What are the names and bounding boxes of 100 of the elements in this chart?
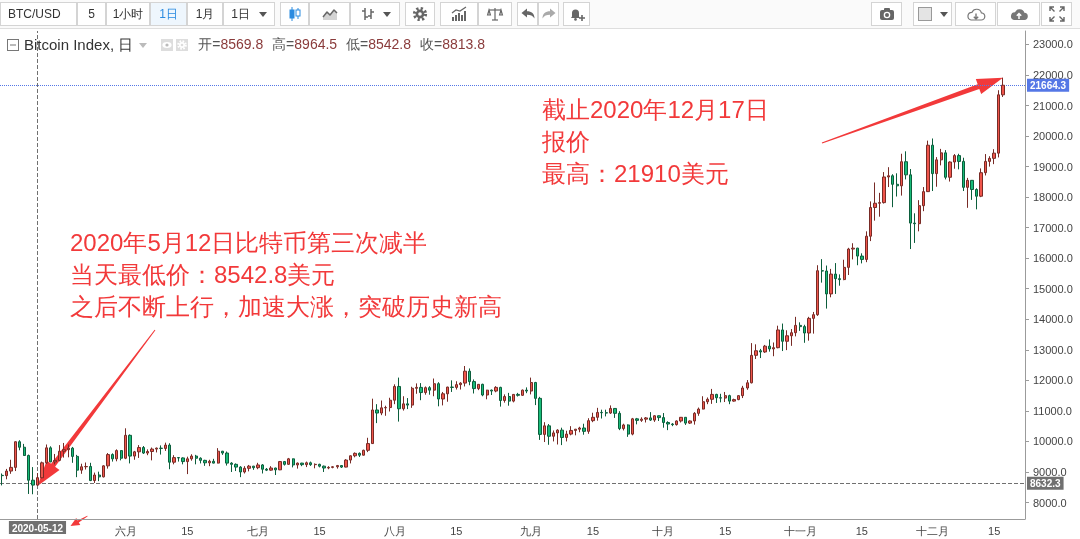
candlestick — [543, 421, 546, 443]
candlestick — [375, 403, 379, 424]
x-tick-label: 八月 — [383, 524, 406, 537]
x-tick-label: 15 — [855, 524, 869, 537]
candlestick — [433, 378, 436, 397]
candlestick — [834, 262, 837, 295]
annotation: 最高：21910美元 — [542, 159, 729, 189]
chart-subtitle: 开=8569.8 高=8964.5 低=8542.8 收=8813.8 — [198, 36, 485, 52]
candlestick — [732, 398, 736, 403]
candlestick — [499, 386, 502, 408]
candlestick — [944, 149, 947, 180]
candlestick — [494, 385, 498, 393]
candlestick — [18, 439, 21, 451]
candlestick — [627, 423, 630, 438]
candlestick — [203, 459, 207, 467]
x-tick-label: 七月 — [246, 524, 269, 537]
y-tick-label: 15000.0 — [1033, 282, 1073, 295]
chart-title: Bitcoin Index, 日 — [24, 35, 134, 55]
candlestick — [283, 460, 286, 467]
candlestick — [609, 404, 612, 415]
candlestick — [503, 393, 506, 404]
x-tick-label: 15 — [450, 524, 463, 537]
y-tick-label: 12000.0 — [1033, 374, 1073, 387]
candlestick — [274, 467, 277, 476]
candlestick — [437, 381, 440, 407]
x-tick-label: 九月 — [520, 524, 543, 537]
candlestick — [411, 386, 414, 409]
candlestick — [455, 380, 458, 391]
candlestick — [300, 462, 304, 467]
candlestick — [322, 465, 326, 473]
x-tick-label: 15 — [988, 524, 1001, 537]
y-tick-label: 11000.0 — [1033, 404, 1072, 417]
candlestick — [631, 417, 634, 436]
candlestick — [935, 156, 938, 188]
candlestick — [84, 462, 88, 471]
ref-line-label: 8632.3 — [1030, 477, 1062, 489]
y-tick-label: 23000.0 — [1033, 38, 1073, 51]
candlestick — [512, 393, 515, 403]
candlestick — [481, 383, 484, 397]
candlestick — [340, 464, 343, 469]
x-tick-label: 15 — [719, 524, 732, 537]
candlestick — [186, 456, 189, 475]
candlestick — [521, 389, 524, 397]
y-tick-label: 22000.0 — [1033, 68, 1073, 81]
candlestick — [124, 427, 127, 460]
x-tick-label: 十月 — [652, 524, 675, 537]
candlestick — [120, 449, 123, 461]
candlestick — [287, 457, 290, 466]
candlestick — [525, 386, 528, 394]
candlestick — [93, 472, 96, 484]
candlestick — [724, 391, 727, 403]
candlestick — [763, 344, 767, 354]
candlestick — [653, 414, 656, 423]
candlestick — [150, 447, 154, 461]
candlestick — [137, 444, 141, 459]
x-tick-label: 15 — [586, 524, 600, 537]
candlestick — [803, 324, 806, 344]
candlestick — [172, 454, 176, 465]
candlestick — [556, 428, 559, 445]
candlestick — [635, 417, 639, 425]
candlestick — [759, 348, 762, 359]
candlestick — [600, 409, 603, 420]
candlestick — [159, 444, 163, 456]
candlestick — [217, 447, 220, 464]
candlestick — [62, 442, 66, 459]
x-tick-label: 十二月 — [915, 524, 949, 537]
candlestick — [305, 461, 308, 468]
candlestick — [486, 389, 489, 400]
candlestick — [76, 454, 79, 478]
candlestick — [900, 153, 903, 197]
candlestick — [419, 382, 423, 401]
candlestick — [552, 429, 555, 442]
candlestick — [547, 423, 551, 446]
y-tick-label: 16000.0 — [1033, 252, 1073, 265]
candlestick — [741, 385, 744, 399]
candlestick — [781, 323, 784, 352]
candlestick — [181, 456, 185, 465]
candlestick — [49, 445, 52, 463]
candlestick — [477, 383, 480, 391]
candlestick — [605, 409, 608, 417]
candlestick — [208, 459, 211, 467]
candlestick — [644, 416, 648, 423]
y-tick-label: 19000.0 — [1033, 160, 1073, 173]
annotation: 报价 — [542, 127, 590, 157]
candlestick — [622, 423, 625, 431]
candlestick — [164, 442, 167, 452]
candlestick — [128, 433, 132, 464]
x-tick-label: 六月 — [114, 524, 137, 537]
candlestick — [89, 462, 92, 482]
candlestick — [578, 426, 581, 433]
candlestick — [380, 400, 383, 416]
candlestick — [428, 385, 431, 396]
candlestick — [785, 329, 789, 351]
candlestick — [71, 446, 74, 464]
candlestick — [728, 394, 731, 405]
y-tick-label: 20000.0 — [1033, 130, 1073, 143]
y-tick-label: 17000.0 — [1033, 221, 1073, 234]
candlestick — [530, 377, 533, 395]
button: 1日 — [223, 2, 275, 26]
annotation: 当天最低价：8542.8美元 — [70, 260, 336, 290]
